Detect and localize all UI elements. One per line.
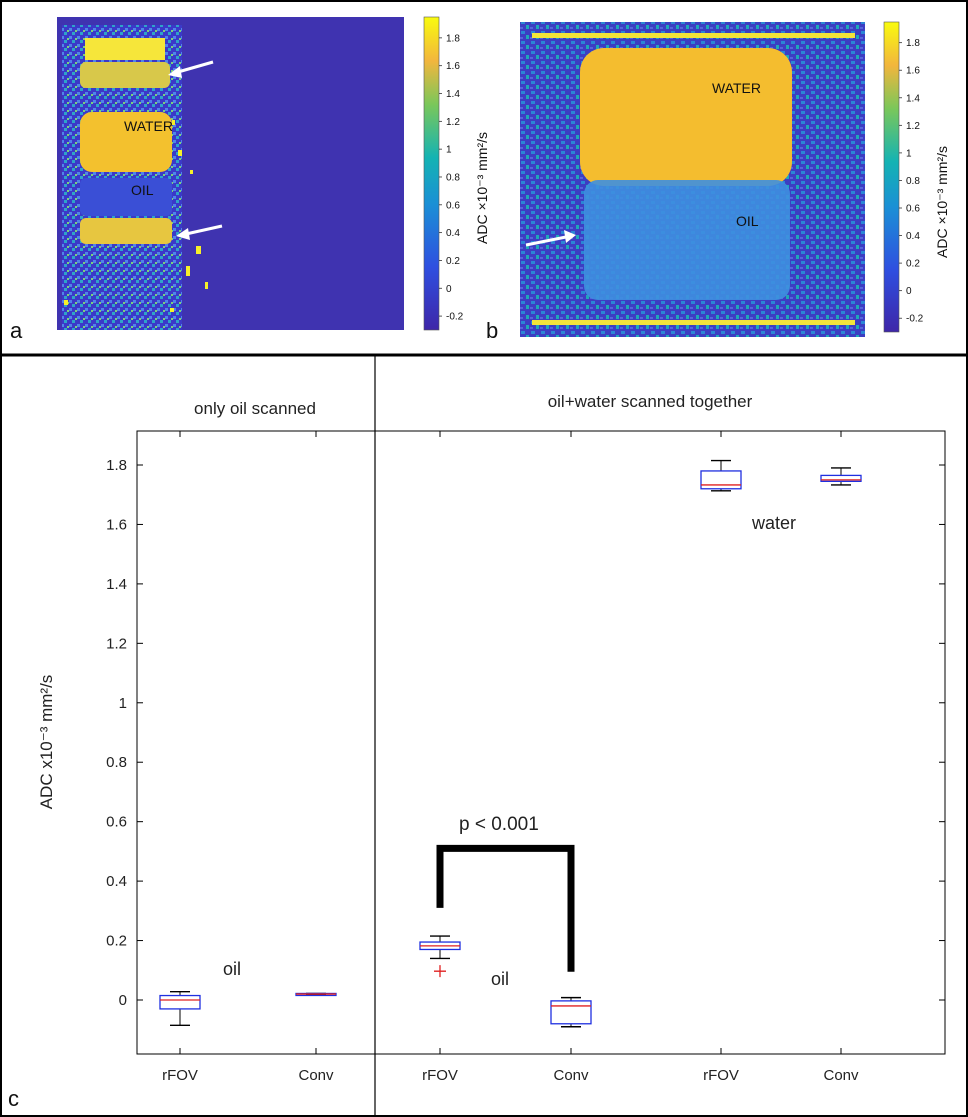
panel-a: WATER OIL a 1.8 1.6 1.4 1.2 1 0.8 0.6 0.4 0.2 0 -0… <box>10 16 490 343</box>
panel-b-oil-label: OIL <box>736 213 759 229</box>
p-value-label: p < 0.001 <box>459 814 539 835</box>
y-tick-label: 1.6 <box>106 516 127 533</box>
box-rfov-oil <box>419 935 461 978</box>
iqr-box <box>159 994 201 1010</box>
panel-a-colorbar <box>423 16 440 331</box>
panel-a-arrows <box>168 60 223 240</box>
panel-b-colorbar <box>883 21 900 333</box>
y-tick-label: 0 <box>119 992 127 1009</box>
colorbar-tick-label: 0.4 <box>906 231 920 242</box>
colorbar-tick-label: 1.8 <box>446 33 460 44</box>
panel-a-letter: a <box>10 318 23 343</box>
group-title-oil-only: only oil scanned <box>194 399 316 418</box>
y-tick-label: 0.2 <box>106 933 127 950</box>
panel-b-colorbar-title: ADC ×10⁻³ mm²/s <box>934 146 950 258</box>
colorbar-tick-label: 0.2 <box>906 259 920 270</box>
y-tick-label: 0.4 <box>106 873 127 890</box>
iqr-box <box>820 474 862 482</box>
panel-c-letter: c <box>8 1086 19 1111</box>
colorbar-tick-label: 1.8 <box>906 38 920 49</box>
panel-a-colorbar-title: ADC ×10⁻³ mm²/s <box>474 132 490 244</box>
panel-a-colorbar-ticks: 1.8 1.6 1.4 1.2 1 0.8 0.6 0.4 0.2 0 -0.2 <box>439 33 464 323</box>
box-conv-oil <box>550 996 592 1028</box>
x-tick-label: Conv <box>553 1067 589 1084</box>
significance-bracket-path <box>436 844 575 972</box>
colorbar-tick-label: -0.2 <box>906 314 924 325</box>
panel-b: WATER OIL b 1.8 1.6 1.4 1.2 1 0.8 0.6 0.4 0.2 0 -0… <box>486 21 950 343</box>
y-axis-label: ADC x10⁻³ mm²/s <box>37 675 56 810</box>
annotation-water: water <box>751 513 796 533</box>
y-tick-label: 1.8 <box>106 457 127 474</box>
x-axis: rFOV Conv rFOV Conv rFOV Conv <box>162 431 859 1084</box>
colorbar-tick-label: 1.6 <box>446 61 460 72</box>
x-tick-label: Conv <box>298 1067 334 1084</box>
colorbar-tick-label: 0.8 <box>906 176 920 187</box>
panel-b-arrow <box>525 230 576 247</box>
y-axis: 0 0.2 0.4 0.6 0.8 1 1.2 1.4 1.6 1.8 <box>106 457 945 1009</box>
colorbar-tick-label: 0.6 <box>906 204 920 215</box>
panel-b-oil-region <box>584 180 790 300</box>
box-plot: only oil scanned oil+water scanned toget… <box>8 355 946 1116</box>
colorbar-tick-label: 1.2 <box>446 117 460 128</box>
boxes <box>159 459 862 1028</box>
panel-b-top-edge <box>532 33 855 38</box>
outlier-marker <box>434 965 446 978</box>
colorbar-tick-label: -0.2 <box>446 312 464 323</box>
y-tick-label: 0.6 <box>106 814 127 831</box>
plot-area <box>136 430 946 1055</box>
colorbar-tick-label: 0 <box>446 284 452 295</box>
significance-bracket <box>436 844 575 972</box>
panel-a-water-label: WATER <box>124 118 173 134</box>
panel-b-water-region <box>580 48 792 186</box>
iqr-box <box>550 1000 592 1025</box>
y-tick-label: 0.8 <box>106 754 127 771</box>
colorbar-tick-label: 1 <box>446 145 452 156</box>
colorbar-tick-label: 1 <box>906 148 912 159</box>
x-tick-label: rFOV <box>703 1067 739 1084</box>
iqr-box <box>700 470 742 490</box>
group-title-oil-water: oil+water scanned together <box>548 392 753 411</box>
x-tick-label: rFOV <box>422 1067 458 1084</box>
panel-a-water-region <box>80 112 172 172</box>
box-rfov-oil <box>159 990 201 1026</box>
colorbar-tick-label: 0.6 <box>446 200 460 211</box>
box-conv-water <box>820 467 862 486</box>
colorbar-tick-label: 0.8 <box>446 172 460 183</box>
colorbar-tick-label: 0.4 <box>446 228 460 239</box>
box-conv-oil <box>295 992 337 997</box>
panel-a-top-bright <box>85 38 165 60</box>
y-tick-label: 1.2 <box>106 635 127 652</box>
panel-b-water-label: WATER <box>712 80 761 96</box>
annotation-oil-together: oil <box>491 969 509 989</box>
panel-a-oil-region <box>80 178 172 216</box>
colorbar-tick-label: 1.6 <box>906 66 920 77</box>
colorbar-tick-label: 1.2 <box>906 121 920 132</box>
y-tick-label: 1 <box>119 695 127 712</box>
panel-b-colorbar-ticks: 1.8 1.6 1.4 1.2 1 0.8 0.6 0.4 0.2 0 -0.2 <box>899 38 924 325</box>
x-tick-label: Conv <box>823 1067 859 1084</box>
colorbar-tick-label: 1.4 <box>446 89 460 100</box>
panel-a-oil-label: OIL <box>131 182 154 198</box>
x-tick-label: rFOV <box>162 1067 198 1084</box>
panel-b-letter: b <box>486 318 498 343</box>
panel-a-artifact-top <box>80 62 170 88</box>
panel-b-bottom-edge <box>532 320 855 325</box>
annotation-oil-only: oil <box>223 959 241 979</box>
y-tick-label: 1.4 <box>106 576 127 593</box>
colorbar-tick-label: 1.4 <box>906 93 920 104</box>
panel-a-artifact-bottom <box>80 218 172 244</box>
box-rfov-water <box>700 459 742 492</box>
panel-a-speckles <box>64 120 208 312</box>
colorbar-tick-label: 0 <box>906 286 912 297</box>
colorbar-tick-label: 0.2 <box>446 256 460 267</box>
